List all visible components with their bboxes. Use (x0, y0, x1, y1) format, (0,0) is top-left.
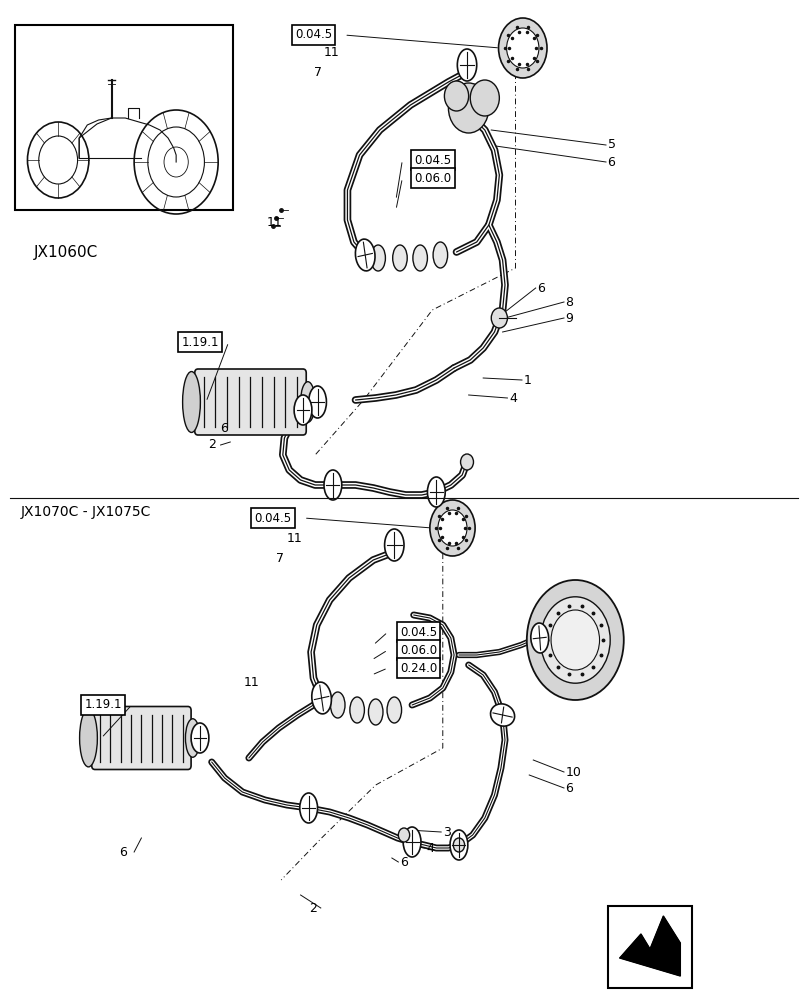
Text: 4: 4 (509, 391, 517, 404)
FancyBboxPatch shape (92, 706, 191, 770)
Text: 6: 6 (608, 155, 616, 168)
Ellipse shape (79, 709, 97, 767)
Polygon shape (620, 916, 680, 976)
Circle shape (444, 81, 469, 111)
Ellipse shape (413, 245, 427, 271)
Text: 6: 6 (220, 422, 228, 434)
Text: 8: 8 (566, 296, 574, 308)
Ellipse shape (309, 386, 326, 418)
Circle shape (541, 597, 610, 683)
Text: 6: 6 (400, 856, 408, 868)
Text: 11: 11 (267, 216, 282, 229)
Circle shape (499, 18, 547, 78)
Circle shape (470, 80, 499, 116)
Text: 0.04.5: 0.04.5 (295, 28, 332, 41)
Text: JX1070C - JX1075C: JX1070C - JX1075C (20, 505, 150, 519)
Ellipse shape (294, 395, 312, 425)
Ellipse shape (433, 242, 448, 268)
Text: 0.24.0: 0.24.0 (400, 662, 437, 674)
Circle shape (551, 610, 600, 670)
Text: 0.04.5: 0.04.5 (415, 153, 452, 166)
Ellipse shape (330, 692, 345, 718)
FancyBboxPatch shape (195, 369, 306, 435)
Text: 11: 11 (244, 676, 259, 688)
Ellipse shape (385, 529, 404, 561)
Text: 5: 5 (608, 138, 616, 151)
Text: 0.04.5: 0.04.5 (255, 512, 292, 524)
FancyBboxPatch shape (15, 25, 233, 210)
Ellipse shape (300, 793, 318, 823)
Ellipse shape (403, 827, 421, 857)
Ellipse shape (427, 477, 445, 507)
Text: 11: 11 (323, 45, 339, 58)
Text: 1: 1 (524, 373, 532, 386)
Ellipse shape (393, 245, 407, 271)
Ellipse shape (324, 470, 342, 500)
Circle shape (527, 580, 624, 700)
Text: 6: 6 (537, 282, 545, 294)
FancyBboxPatch shape (608, 906, 692, 988)
Text: 7: 7 (314, 66, 322, 79)
Text: 4: 4 (427, 842, 435, 854)
Ellipse shape (356, 239, 375, 271)
Circle shape (398, 828, 410, 842)
Ellipse shape (368, 699, 383, 725)
Text: 6: 6 (120, 846, 128, 858)
Ellipse shape (531, 623, 549, 653)
Text: 0.06.0: 0.06.0 (415, 172, 452, 184)
Ellipse shape (457, 49, 477, 81)
Text: 2: 2 (208, 438, 217, 452)
Text: 0.06.0: 0.06.0 (400, 644, 437, 656)
Text: 2: 2 (309, 902, 317, 914)
Ellipse shape (183, 372, 200, 432)
Ellipse shape (450, 830, 468, 860)
Ellipse shape (371, 245, 385, 271)
Ellipse shape (350, 697, 364, 723)
Ellipse shape (186, 719, 200, 757)
Ellipse shape (301, 382, 315, 422)
Circle shape (430, 500, 475, 556)
Text: 11: 11 (287, 532, 302, 544)
Text: JX1060C: JX1060C (34, 244, 99, 259)
Circle shape (453, 838, 465, 852)
Text: 6: 6 (566, 782, 574, 794)
Text: 3: 3 (443, 826, 451, 838)
Ellipse shape (312, 682, 331, 714)
Text: 1.19.1: 1.19.1 (85, 698, 122, 712)
Ellipse shape (490, 704, 515, 726)
Circle shape (438, 510, 467, 546)
Ellipse shape (387, 697, 402, 723)
Text: 7: 7 (276, 552, 284, 564)
Circle shape (491, 308, 507, 328)
Circle shape (448, 83, 489, 133)
Ellipse shape (191, 723, 208, 753)
Text: 1.19.1: 1.19.1 (182, 336, 219, 349)
Text: 9: 9 (566, 312, 574, 324)
Circle shape (461, 454, 473, 470)
Text: 10: 10 (566, 766, 582, 778)
Circle shape (507, 28, 539, 68)
Text: 0.04.5: 0.04.5 (400, 626, 437, 639)
